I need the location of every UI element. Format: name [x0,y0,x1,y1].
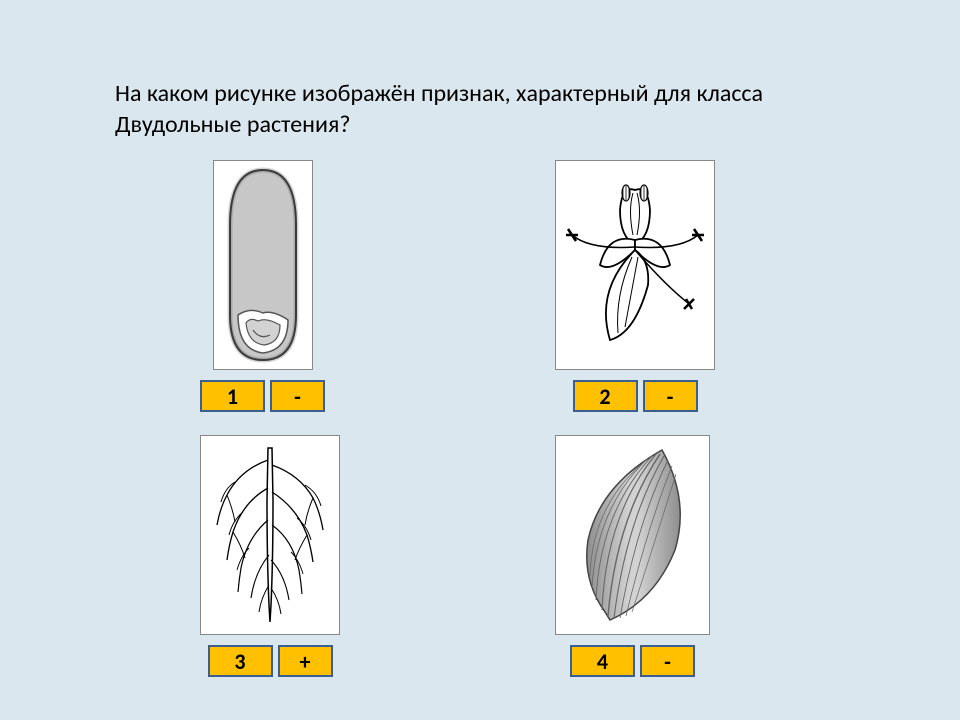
option-1: 1 - [200,160,325,412]
image-seed [213,160,313,370]
number-button-2[interactable]: 2 [573,380,638,412]
number-button-4[interactable]: 4 [570,645,635,677]
number-button-3[interactable]: 3 [208,645,273,677]
button-row-3: 3 + [208,645,333,677]
button-row-4: 4 - [570,645,695,677]
option-3: 3 + [200,435,340,677]
answer-button-1[interactable]: - [270,380,325,412]
answer-button-4[interactable]: - [640,645,695,677]
image-leaf [555,435,710,635]
button-row-2: 2 - [573,380,698,412]
number-button-1[interactable]: 1 [200,380,265,412]
option-2: 2 - [555,160,715,412]
question-text: На каком рисунке изображён признак, хара… [115,78,845,140]
button-row-1: 1 - [200,380,325,412]
image-flower [555,160,715,370]
image-taproot [200,435,340,635]
answer-button-3[interactable]: + [278,645,333,677]
answer-button-2[interactable]: - [643,380,698,412]
option-4: 4 - [555,435,710,677]
